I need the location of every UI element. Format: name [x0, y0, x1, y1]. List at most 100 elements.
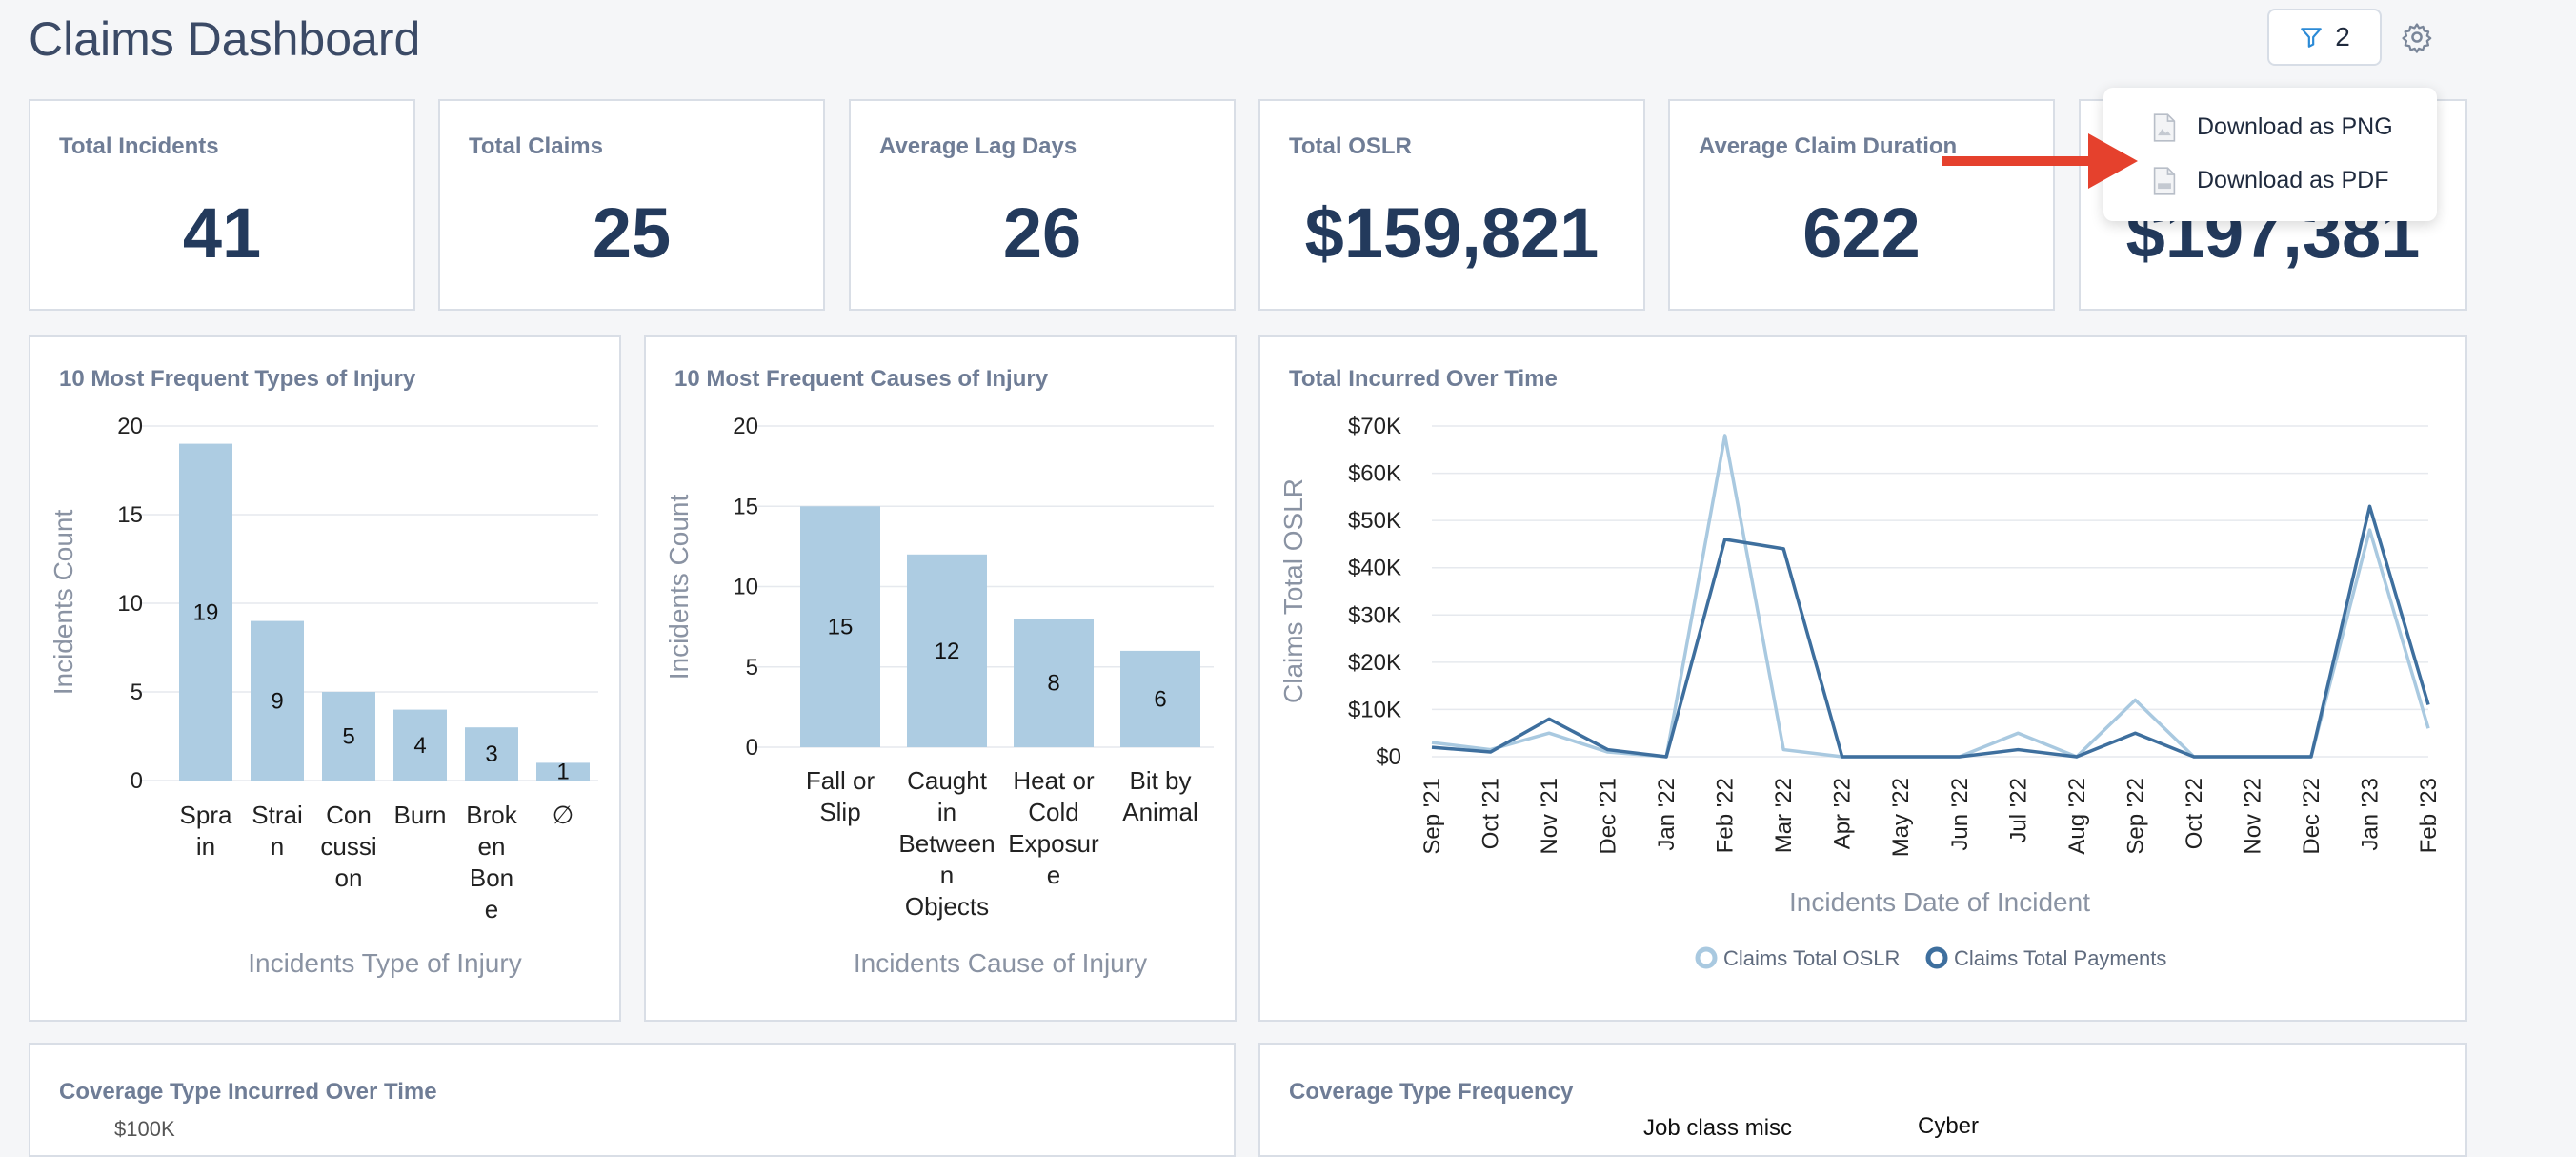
y-tick-label: $70K [1348, 414, 1401, 439]
filter-button[interactable]: 2 [2267, 9, 2382, 66]
x-tick-label: Dec '22 [2299, 778, 2324, 855]
x-tick-label: Sep '22 [2123, 778, 2148, 855]
bar [536, 762, 590, 781]
bar [322, 692, 375, 781]
legend-peek-cyber: Cyber [1918, 1113, 1980, 1139]
panel-types-of-injury: 10 Most Frequent Types of Injury 0 5 10 15 2… [29, 335, 621, 1022]
kpi-card-average-claim-duration: Average Claim Duration 622 [1668, 99, 2055, 311]
x-tick-label: cussi [320, 832, 376, 861]
x-tick-label: Objects [905, 892, 989, 921]
y-tick-label: $40K [1348, 556, 1401, 581]
x-tick-label: e [485, 895, 498, 924]
y-tick-label: 15 [733, 494, 758, 519]
legend-peek-job-class: Job class misc [1643, 1115, 1793, 1141]
download-png-item[interactable]: Download as PNG [2103, 102, 2437, 155]
kpi-title: Average Claim Duration [1699, 133, 1958, 159]
kpi-title: Total Claims [469, 133, 603, 159]
x-tick-label: n [271, 832, 284, 861]
x-tick-label: in [937, 798, 956, 826]
kpi-value: 41 [182, 193, 262, 273]
x-tick-label: Bit by [1129, 766, 1191, 795]
y-tick-label: 0 [746, 735, 758, 761]
kpi-value: 622 [1802, 193, 1921, 273]
bar-data-label: 9 [271, 688, 283, 714]
top-bar: Claims Dashboard 2 [0, 0, 2576, 69]
bar-data-label: 4 [413, 733, 426, 759]
legend-label: Claims Total OSLR [1723, 946, 1900, 970]
y-tick-label: 20 [733, 414, 758, 439]
axis-tick-peek: $100K [114, 1117, 175, 1141]
y-tick-label: $20K [1348, 650, 1401, 676]
panel-title: 10 Most Frequent Types of Injury [59, 366, 416, 392]
kpi-card-total-oslr: Total OSLR $159,821 [1258, 99, 1645, 311]
x-tick-label: Sep '21 [1419, 778, 1445, 855]
bar [393, 709, 447, 781]
bar-data-label: 5 [342, 724, 354, 750]
bar-data-label: 8 [1047, 671, 1059, 697]
kpi-title: Average Lag Days [879, 133, 1077, 159]
panel-title: 10 Most Frequent Causes of Injury [674, 366, 1049, 392]
x-tick-label: Between [898, 829, 995, 858]
y-tick-label: 20 [117, 414, 143, 439]
panel-coverage-type-frequency: Coverage Type Frequency Job class misc C… [1258, 1043, 2467, 1157]
image-file-icon [2153, 113, 2176, 142]
bar-data-label: 6 [1154, 686, 1166, 712]
bar-data-label: 19 [193, 599, 219, 625]
x-tick-label: Nov '22 [2240, 778, 2265, 855]
bar [907, 554, 987, 747]
x-tick-label: Jun '22 [1947, 778, 1973, 851]
x-tick-label: Fall or [806, 766, 875, 795]
y-tick-label: $30K [1348, 602, 1401, 628]
panel-title: Total Incurred Over Time [1289, 366, 1558, 392]
download-png-label: Download as PNG [2197, 113, 2393, 140]
causes-of-injury-bar-chart: 0 5 10 15 20 15 Fall or Slip 12 Caught in Between nO… [664, 414, 1214, 978]
y-axis-label: Incidents Count [664, 495, 694, 680]
bar-data-label: 1 [556, 760, 569, 785]
bar [251, 620, 304, 781]
x-tick-label: Oct '22 [2182, 778, 2207, 849]
y-tick-label: $60K [1348, 461, 1401, 487]
x-tick-label: Animal [1122, 798, 1197, 826]
x-tick-label: Con [326, 801, 372, 829]
x-tick-label: Feb '23 [2416, 778, 2442, 853]
gear-icon[interactable] [2401, 21, 2433, 53]
y-tick-label: 10 [733, 575, 758, 600]
download-pdf-item[interactable]: Download as PDF [2103, 155, 2437, 209]
x-tick-label: on [335, 863, 363, 892]
legend-marker [1695, 946, 1718, 969]
y-tick-label: 10 [117, 591, 143, 617]
bar [1014, 619, 1094, 747]
download-pdf-label: Download as PDF [2197, 167, 2389, 193]
bar [465, 727, 518, 781]
x-tick-label: e [1047, 861, 1060, 889]
x-tick-label: Exposur [1008, 829, 1099, 858]
y-tick-label: $50K [1348, 508, 1401, 534]
kpi-card-average-lag-days: Average Lag Days 26 [849, 99, 1236, 311]
kpi-card-total-claims: Total Claims 25 [438, 99, 825, 311]
kpi-title: Total Incidents [59, 133, 219, 159]
x-tick-label: Dec '21 [1596, 778, 1621, 855]
bar-data-label: 12 [935, 639, 960, 664]
x-tick-label: May '22 [1888, 778, 1914, 857]
y-tick-label: 15 [117, 502, 143, 528]
y-tick-label: $10K [1348, 697, 1401, 722]
x-axis-label: Incidents Date of Incident [1789, 887, 2090, 917]
total-incurred-line-chart: $0 $10K $20K $30K $40K $50K $60K $70K Sep '21 Oct… [1278, 414, 2442, 970]
x-axis-label: Incidents Type of Injury [248, 948, 521, 978]
filter-count: 2 [2335, 22, 2350, 51]
x-tick-label: Oct '21 [1479, 778, 1504, 849]
x-tick-label: Spra [180, 801, 232, 829]
page-title: Claims Dashboard [29, 12, 421, 66]
y-axis-label: Claims Total OSLR [1278, 478, 1308, 703]
panel-coverage-type-incurred: Coverage Type Incurred Over Time $100K [29, 1043, 1236, 1157]
x-tick-label: Slip [819, 798, 860, 826]
x-tick-label: Cold [1028, 798, 1078, 826]
x-tick-label: Heat or [1013, 766, 1095, 795]
bar [179, 443, 232, 781]
pdf-file-icon [2153, 167, 2176, 195]
y-axis-label: Incidents Count [49, 510, 78, 696]
kpi-title: Total OSLR [1289, 133, 1412, 159]
x-tick-label: ∅ [553, 801, 574, 829]
annotation-arrow [1942, 133, 2138, 189]
x-tick-label: Jan '23 [2357, 778, 2383, 851]
